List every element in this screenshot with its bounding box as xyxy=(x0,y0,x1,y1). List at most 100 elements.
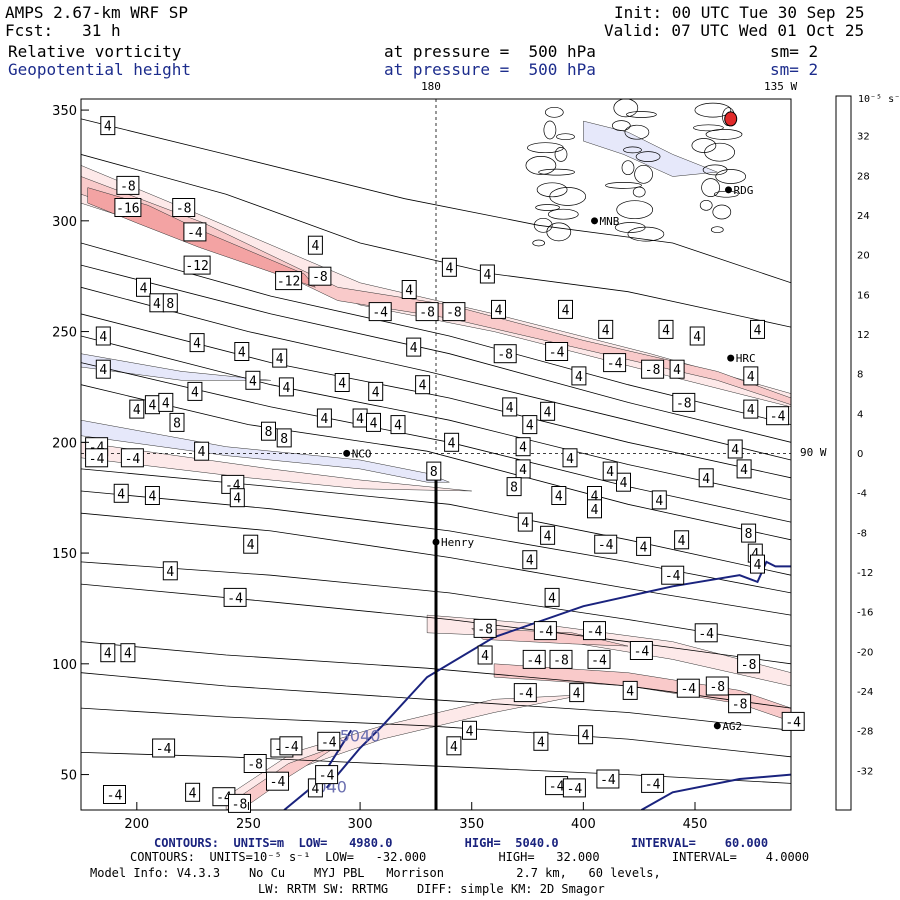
svg-text:4: 4 xyxy=(620,476,628,491)
svg-text:8: 8 xyxy=(173,416,181,431)
x-tick-label: 300 xyxy=(348,817,373,832)
vort-patch-pos-north xyxy=(583,120,718,177)
svg-text:4: 4 xyxy=(282,381,290,396)
svg-text:4: 4 xyxy=(537,735,545,750)
svg-text:4: 4 xyxy=(104,120,112,135)
svg-text:-4: -4 xyxy=(549,780,565,795)
vort-label: 4 xyxy=(571,366,587,386)
station-marker xyxy=(724,186,732,194)
vort-label: 4 xyxy=(129,399,145,419)
vort-label: 4 xyxy=(243,534,259,554)
vort-label: 4 xyxy=(515,459,531,479)
colorbar-tick: 32 xyxy=(857,132,870,143)
svg-text:4: 4 xyxy=(693,330,701,345)
vort-contour-small xyxy=(701,178,720,197)
vort-contour-small xyxy=(543,120,557,140)
svg-text:-4: -4 xyxy=(538,625,554,640)
colorbar-tick: -12 xyxy=(857,568,873,579)
vort-label: 4 xyxy=(406,337,422,357)
vort-contour-line xyxy=(81,384,791,541)
svg-text:-4: -4 xyxy=(156,742,172,757)
svg-text:4: 4 xyxy=(320,412,328,427)
svg-text:4: 4 xyxy=(372,385,380,400)
colorbar: 32 28 24 20 16 12 8 4 0 -4 -8 -12 -16 -20 -24 -28 -32 xyxy=(835,95,873,811)
y-tick-label: 50 xyxy=(60,769,77,784)
svg-text:-8: -8 xyxy=(312,270,328,285)
vort-contour-small xyxy=(611,120,631,131)
x-tick-label: 350 xyxy=(459,817,484,832)
svg-text:4: 4 xyxy=(233,492,241,507)
vort-label: 8 xyxy=(741,523,757,543)
x-tick-label: 250 xyxy=(236,817,261,832)
svg-text:-4: -4 xyxy=(698,627,714,642)
svg-text:4: 4 xyxy=(731,443,739,458)
vort-contour-small xyxy=(544,106,564,118)
vort-label: 4 xyxy=(479,264,495,284)
vort-label: 8 xyxy=(162,293,178,313)
vort-label: -4 xyxy=(368,302,392,322)
height-contour-label: 5040 xyxy=(340,726,381,745)
vort-label: 4 xyxy=(100,643,116,663)
vort-label: 4 xyxy=(616,472,631,492)
vort-contour-small xyxy=(605,182,642,189)
svg-text:4: 4 xyxy=(582,729,590,744)
vort-contour-line xyxy=(81,286,791,461)
vort-label: 4 xyxy=(95,326,111,346)
lon-label-180: 180 xyxy=(421,80,441,93)
svg-text:4: 4 xyxy=(198,445,206,460)
vort-contour-small xyxy=(538,168,575,176)
colorbar-tick: 8 xyxy=(857,370,863,381)
svg-text:4: 4 xyxy=(519,463,527,478)
station-label: AG2 xyxy=(722,720,742,733)
vort-label: 4 xyxy=(602,461,618,481)
vort-contour-line xyxy=(81,335,791,501)
svg-text:4: 4 xyxy=(356,412,364,427)
vort-label: 4 xyxy=(736,459,752,479)
vort-label: -8 xyxy=(442,302,466,322)
vort-label: -8 xyxy=(415,302,439,322)
colorbar-tick: -28 xyxy=(857,727,873,738)
svg-text:4: 4 xyxy=(602,323,610,338)
svg-text:4: 4 xyxy=(591,503,599,518)
height-contour-line xyxy=(640,773,791,810)
y-tick-label: 150 xyxy=(52,547,77,562)
init-time: Init: 00 UTC Tue 30 Sep 25 xyxy=(614,3,865,22)
vort-contour-small xyxy=(546,222,572,242)
lon-label-135w: 135 W xyxy=(764,80,797,93)
svg-text:-4: -4 xyxy=(187,226,203,241)
vort-label: 4 xyxy=(462,720,477,740)
valid-time: Valid: 07 UTC Wed 01 Oct 25 xyxy=(604,21,865,40)
vort-label: -4 xyxy=(641,773,665,793)
vort-label: 4 xyxy=(136,277,151,297)
model-info-line1: Model Info: V4.3.3 No Cu MYJ PBL Morriso… xyxy=(90,866,661,880)
vort-contour-small xyxy=(525,156,557,175)
vort-label: -8 xyxy=(308,266,332,286)
vort-label: 4 xyxy=(562,448,578,468)
station-label: HRC xyxy=(736,352,756,365)
vort-label: 8 xyxy=(426,461,442,481)
svg-text:-4: -4 xyxy=(591,653,607,668)
svg-text:8: 8 xyxy=(745,527,753,542)
colorbar-tick: 4 xyxy=(857,409,863,420)
vort-label: 4 xyxy=(551,486,567,505)
svg-text:8: 8 xyxy=(280,432,288,447)
svg-text:4: 4 xyxy=(754,323,762,338)
vorticity-contour-info: CONTOURS: UNITS=10⁻⁵ s⁻¹ LOW= -32.000 HI… xyxy=(130,850,810,864)
svg-text:-4: -4 xyxy=(526,653,542,668)
vort-label: 4 xyxy=(540,401,556,421)
vort-label: 4 xyxy=(307,235,323,255)
vort-label: 4 xyxy=(636,536,652,556)
svg-text:-4: -4 xyxy=(785,715,801,730)
vort-label: 4 xyxy=(185,782,201,802)
vort-label: -4 xyxy=(545,342,569,361)
vort-contour-small xyxy=(699,199,713,211)
vort-label: -4 xyxy=(594,534,618,554)
vort-label: -4 xyxy=(781,711,805,731)
svg-text:4: 4 xyxy=(419,379,427,394)
svg-text:-8: -8 xyxy=(732,698,748,713)
vort-label: 4 xyxy=(316,408,332,428)
svg-text:-4: -4 xyxy=(89,452,105,467)
vort-contour-small xyxy=(710,226,724,234)
vort-label: -16 xyxy=(114,198,142,217)
vort-label: -4 xyxy=(629,641,653,660)
